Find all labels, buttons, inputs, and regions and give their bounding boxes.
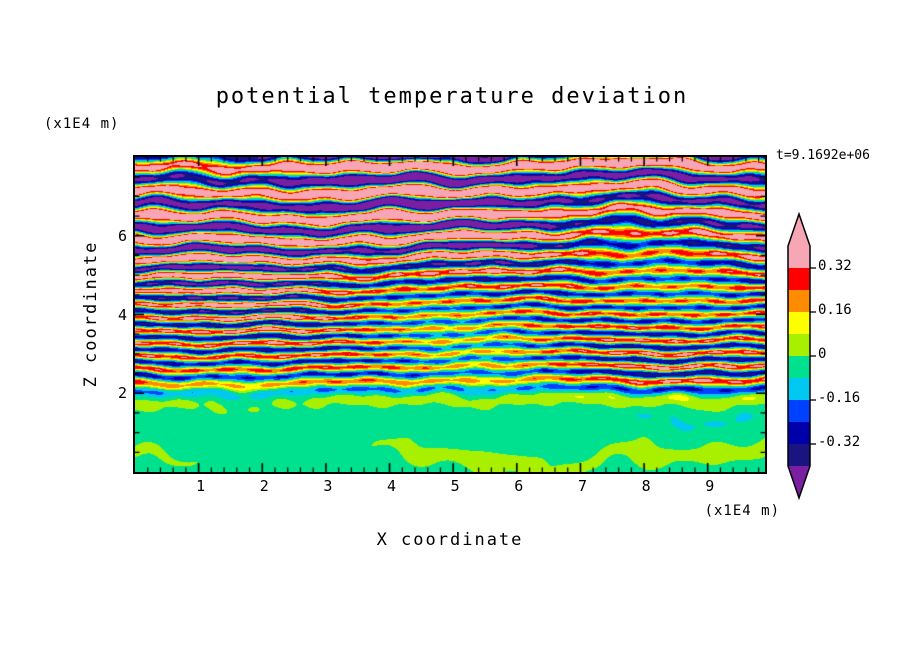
- colorbar-segment: [788, 378, 810, 400]
- x-tick-label: 7: [577, 477, 587, 495]
- colorbar-label: -0.32: [818, 434, 861, 450]
- colorbar-over-arrow: [788, 214, 810, 246]
- colorbar-label: 0.16: [818, 302, 852, 318]
- x-axis-label: X coordinate: [376, 530, 524, 550]
- z-tick-label: 2: [117, 384, 127, 403]
- colorbar-segment: [788, 444, 810, 466]
- x-tick-label: 3: [323, 477, 333, 495]
- time-annotation: t=9.1692e+06: [776, 148, 870, 163]
- colorbar-segment: [788, 356, 810, 378]
- colorbar-segment: [788, 334, 810, 356]
- colorbar-under-arrow: [788, 466, 810, 498]
- colorbar-segment: [788, 246, 810, 268]
- chart-title: potential temperature deviation: [215, 84, 689, 109]
- colorbar-outline: [787, 212, 811, 501]
- x-tick-label: 2: [259, 477, 269, 495]
- x-tick-label: 5: [450, 477, 460, 495]
- x-tick-label: 1: [196, 477, 206, 495]
- x-tick-label: 9: [705, 477, 715, 495]
- x-axis-unit-label: (x1E4 m): [704, 503, 780, 519]
- colorbar-segment: [788, 312, 810, 334]
- colorbar-label: 0.32: [818, 258, 852, 274]
- plot-area: [133, 155, 767, 474]
- colorbar-label: 0: [818, 346, 827, 362]
- colorbar-segment: [788, 422, 810, 444]
- z-axis-unit-label: (x1E4 m): [44, 116, 120, 132]
- x-tick-label: 8: [641, 477, 651, 495]
- colorbar-segment: [788, 268, 810, 290]
- x-tick-label: 4: [387, 477, 397, 495]
- colorbar-label: -0.16: [818, 390, 861, 406]
- z-tick-label: 6: [117, 226, 127, 245]
- colorbar-segment: [788, 290, 810, 312]
- contour-field-canvas: [135, 157, 765, 472]
- z-tick-label: 4: [117, 305, 127, 324]
- colorbar: [787, 212, 816, 501]
- colorbar-segment: [788, 400, 810, 422]
- x-tick-label: 6: [514, 477, 524, 495]
